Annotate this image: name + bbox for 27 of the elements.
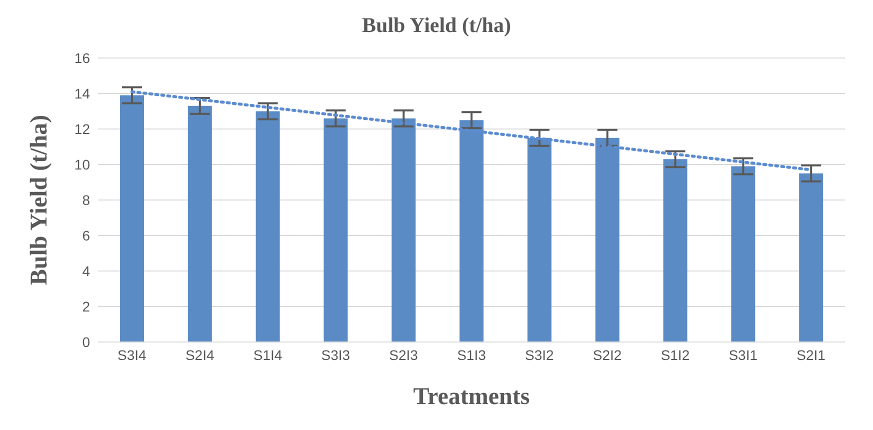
y-tick-label: 14	[74, 85, 90, 102]
y-tick-label: 6	[82, 227, 90, 244]
x-tick-label: S3I1	[728, 346, 758, 363]
bar	[799, 173, 824, 342]
y-tick-label: 16	[74, 50, 90, 66]
y-tick-label: 12	[74, 120, 90, 137]
x-tick-label: S3I3	[321, 346, 350, 363]
y-tick-label: 4	[82, 262, 90, 279]
x-tick-label: S3I2	[525, 346, 554, 363]
x-tick-label: S1I2	[660, 346, 690, 363]
bar	[188, 106, 212, 342]
y-tick-label: 2	[82, 298, 90, 314]
x-tick-label: S2I4	[185, 346, 214, 363]
x-tick-label: S1I3	[457, 346, 486, 363]
y-tick-label: 0	[82, 334, 90, 350]
chart-title: Bulb Yield (t/ha)	[361, 12, 512, 39]
x-tick-label: S1I4	[253, 346, 282, 363]
y-tick-label: 8	[82, 192, 90, 208]
y-axis-title: Bulb Yield (t/ha)	[26, 114, 53, 286]
bar	[731, 166, 756, 342]
y-tick-label: 10	[74, 156, 90, 172]
x-axis-title: Treatments	[413, 384, 530, 410]
x-tick-label: S2I1	[796, 346, 826, 363]
x-tick-label: S2I3	[389, 346, 418, 363]
x-tick-label: S3I4	[118, 346, 147, 363]
bar	[663, 159, 688, 342]
x-tick-label: S2I2	[592, 346, 622, 363]
